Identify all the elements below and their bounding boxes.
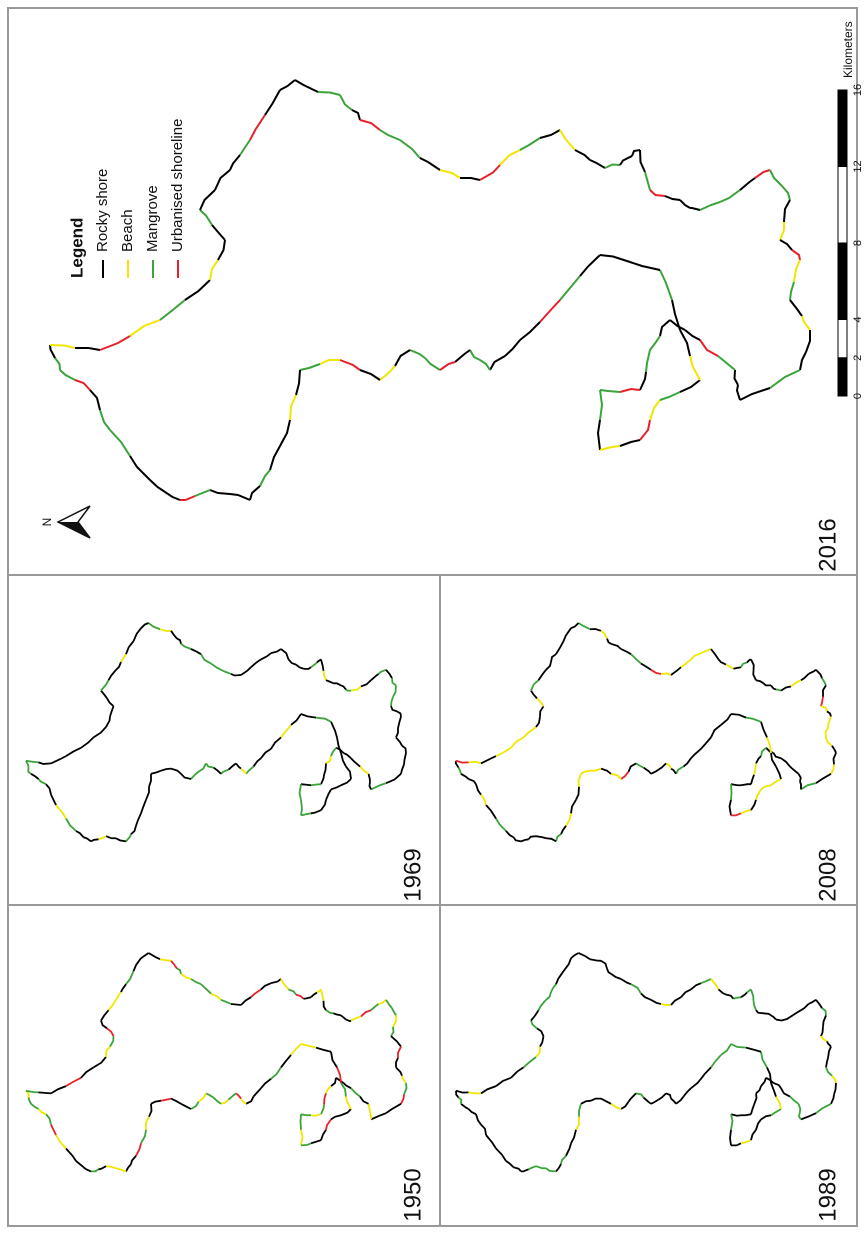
shore-segment [301,800,302,816]
scale-tick-label: 0 [852,393,864,399]
shore-segment [469,1092,482,1093]
shore-segment [800,782,801,790]
shore-segment [741,784,751,785]
legend-label: Beach [119,209,136,252]
legend-label: Mangrove [144,185,161,252]
shore-segment [301,1114,311,1115]
scale-segment [838,243,847,320]
shore-segment [39,1092,52,1093]
legend-label: Rocky shore [94,169,111,252]
scale-unit: Kilometers [841,21,855,78]
panel-year: 1969 [399,848,426,901]
scale-segment [838,320,847,358]
frame [8,8,857,1226]
panel-year: 1950 [399,1168,426,1221]
shore-segment [370,1112,371,1120]
legend-title: Legend [67,218,86,278]
shore-segment [776,1020,781,1021]
scale-segment [838,90,847,167]
figure: Legend Rocky shore Beach Mangrove Urbanised… [0,0,866,1230]
shore-segment [311,784,321,785]
shore-segment [231,1004,241,1005]
shore-segment [731,784,741,785]
shore-segment [301,784,311,785]
shore-segment [776,690,781,691]
panel-year: 1989 [814,1168,841,1221]
shore-segment [346,690,351,691]
scale-tick-label: 2 [852,355,864,361]
shore-segment [661,1004,671,1005]
shore-segment [741,1114,751,1115]
scale-tick-label: 12 [852,160,864,172]
legend-label: Urbanised shoreline [169,119,186,252]
north-label: N [40,518,54,527]
panel-year: 2016 [814,518,841,571]
scale-tick-label: 8 [852,240,864,246]
panel-year: 2008 [814,848,841,901]
shore-segment [301,1114,302,1130]
scale-segment [838,358,847,396]
scale-tick-label: 4 [852,316,864,322]
shore-segment [731,784,732,800]
shore-segment [730,1130,731,1146]
scale-segment [838,167,847,244]
scale-tick-label: 16 [852,84,864,96]
